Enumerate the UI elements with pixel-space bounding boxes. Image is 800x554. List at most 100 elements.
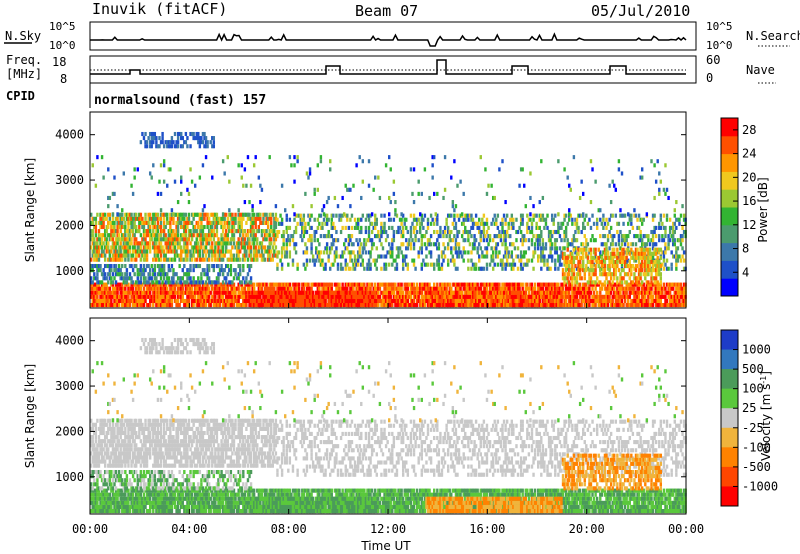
heatmap-cell xyxy=(263,237,267,242)
heatmap-cell xyxy=(462,282,465,287)
heatmap-cell xyxy=(412,217,416,222)
heatmap-cell xyxy=(401,229,405,235)
heatmap-cell xyxy=(383,262,386,267)
heatmap-cell xyxy=(198,257,202,262)
heatmap-cell xyxy=(436,286,439,291)
heatmap-cell xyxy=(310,246,313,251)
heatmap-cell xyxy=(485,221,489,226)
heatmap-cell xyxy=(141,249,144,254)
heatmap-cell xyxy=(530,238,534,243)
heatmap-cell xyxy=(249,290,253,295)
heatmap-cell xyxy=(535,290,538,295)
heatmap-cell xyxy=(507,234,510,239)
heatmap-cell xyxy=(681,298,684,304)
heatmap-cell xyxy=(311,258,315,263)
heatmap-cell xyxy=(442,242,445,247)
heatmap-cell xyxy=(467,282,470,287)
heatmap-cell xyxy=(169,241,172,246)
heatmap-cell xyxy=(630,282,633,287)
heatmap-cell xyxy=(426,286,430,291)
heatmap-cell xyxy=(640,298,644,304)
heatmap-cell xyxy=(563,213,566,218)
heatmap-cell xyxy=(341,286,344,291)
heatmap-cell xyxy=(443,225,447,230)
heatmap-cell xyxy=(212,237,216,242)
heatmap-cell xyxy=(249,257,253,262)
heatmap-cell xyxy=(166,241,169,246)
heatmap-cell xyxy=(464,229,467,235)
heatmap-cell xyxy=(131,303,135,308)
heatmap-cell xyxy=(183,237,186,242)
heatmap-cell xyxy=(526,229,529,235)
heatmap-cell xyxy=(266,249,270,254)
heatmap-cell xyxy=(209,280,212,285)
heatmap-cell xyxy=(128,276,132,281)
heatmap-cell xyxy=(319,282,323,287)
heatmap-cell xyxy=(656,290,659,295)
heatmap-cell xyxy=(226,272,229,277)
heatmap-cell xyxy=(471,221,475,226)
heatmap-cell xyxy=(243,237,247,242)
heatmap-cell xyxy=(136,272,139,277)
heatmap-cell xyxy=(127,249,130,254)
heatmap-cell xyxy=(184,245,188,250)
heatmap-cell xyxy=(443,286,447,291)
heatmap-cell xyxy=(127,253,130,258)
heatmap-cell xyxy=(166,276,169,281)
heatmap-cell xyxy=(159,286,163,291)
heatmap-cell xyxy=(197,280,200,285)
heatmap-cell xyxy=(128,212,132,217)
heatmap-cell xyxy=(161,280,164,285)
heatmap-cell xyxy=(336,286,340,291)
heatmap-cell xyxy=(398,225,402,230)
heatmap-cell xyxy=(454,225,458,230)
heatmap-cell xyxy=(166,220,169,225)
heatmap-cell xyxy=(409,294,413,299)
heatmap-cell xyxy=(270,216,273,221)
heatmap-cell xyxy=(515,303,518,308)
heatmap-cell xyxy=(501,282,504,287)
heatmap-cell xyxy=(425,229,428,235)
heatmap-cell xyxy=(128,263,132,269)
heatmap-cell xyxy=(184,272,188,277)
heatmap-cell xyxy=(495,242,498,247)
heatmap-cell xyxy=(265,237,268,242)
heatmap-cell xyxy=(625,286,628,291)
heatmap-cell xyxy=(136,253,139,258)
heatmap-cell xyxy=(547,238,551,243)
heatmap-cell xyxy=(195,286,198,291)
heatmap-cell xyxy=(453,217,456,222)
heatmap-cell xyxy=(166,294,169,299)
heatmap-cell xyxy=(401,242,405,247)
heatmap-cell xyxy=(206,298,209,304)
heatmap-cell xyxy=(217,220,220,225)
heatmap-cell xyxy=(99,241,102,246)
heatmap-cell xyxy=(442,258,445,263)
heatmap-cell xyxy=(606,303,610,308)
heatmap-cell xyxy=(206,220,209,225)
heatmap-cell xyxy=(111,237,115,242)
heatmap-cell xyxy=(611,286,614,291)
heatmap-cell xyxy=(578,286,582,291)
heatmap-cell xyxy=(471,286,475,291)
heatmap-cell xyxy=(119,224,122,230)
heatmap-cell xyxy=(127,245,130,250)
heatmap-cell xyxy=(128,249,132,254)
heatmap-cell xyxy=(611,294,614,299)
heatmap-cell xyxy=(505,262,509,267)
heatmap-cell xyxy=(260,249,264,254)
heatmap-cell xyxy=(592,282,596,287)
heatmap-cell xyxy=(434,303,437,308)
heatmap-cell xyxy=(152,245,155,250)
heatmap-cell xyxy=(243,241,247,246)
heatmap-cell xyxy=(90,303,93,308)
heatmap-cell xyxy=(133,303,136,308)
heatmap-cell xyxy=(304,221,307,226)
heatmap-cell xyxy=(568,298,571,304)
heatmap-cell xyxy=(538,242,541,247)
heatmap-cell xyxy=(141,294,144,299)
heatmap-cell xyxy=(285,303,288,308)
heatmap-cell xyxy=(667,290,670,295)
heatmap-cell xyxy=(245,249,248,254)
